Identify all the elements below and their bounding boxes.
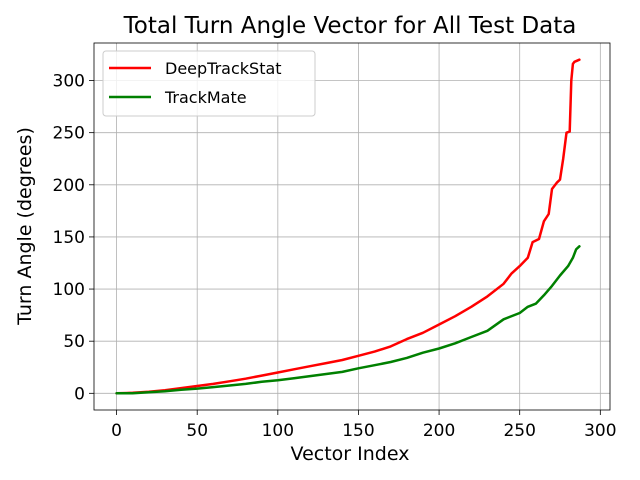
x-tick-label: 0 [111,421,122,441]
x-axis-ticks: 0 50 100 150 200 250 300 [111,410,617,441]
y-tick-label: 0 [74,384,85,404]
legend-label-trackmate: TrackMate [164,88,247,107]
series-layer [115,58,581,395]
legend-box [102,50,316,117]
y-axis-title: Turn Angle (degrees) [14,127,36,326]
y-tick-label: 100 [53,280,85,300]
legend-label-deeptrackstat: DeepTrackStat [165,59,282,78]
y-tick-label: 50 [63,332,85,352]
y-tick-label: 300 [53,72,85,92]
x-tick-label: 250 [503,421,535,441]
series-line-trackmate [115,245,581,395]
chart-title: Total Turn Angle Vector for All Test Dat… [123,13,577,39]
y-tick-label: 250 [53,124,85,144]
legend: DeepTrackStat TrackMate [102,50,316,117]
y-axis-ticks: 0 50 100 150 200 250 300 [53,72,94,404]
x-tick-label: 100 [262,421,294,441]
x-tick-label: 150 [342,421,374,441]
grid [94,43,610,410]
x-tick-label: 300 [584,421,616,441]
series-line-deeptrackstat [115,58,581,395]
plot-frame [93,42,611,411]
x-tick-label: 200 [423,421,455,441]
x-tick-label: 50 [186,421,208,441]
y-tick-label: 150 [53,228,85,248]
y-tick-label: 200 [53,176,85,196]
x-axis-title: Vector Index [291,443,410,465]
